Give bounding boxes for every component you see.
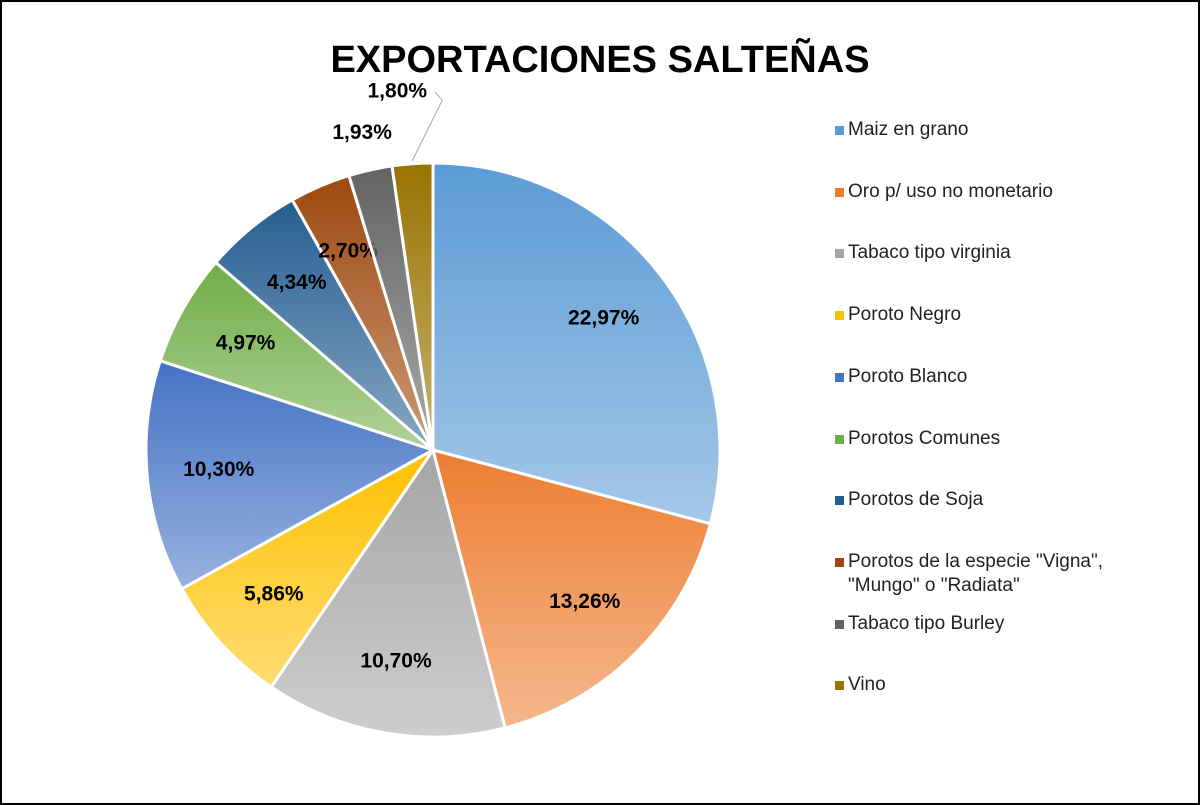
legend-swatch <box>835 434 844 444</box>
data-label: 10,70% <box>360 650 432 673</box>
legend-label: Porotos de la especie "Vigna", "Mungo" o… <box>848 550 1104 596</box>
legend-label: Maiz en grano <box>848 119 969 140</box>
legend-swatch <box>835 619 844 629</box>
legend-label: Tabaco tipo Burley <box>848 612 1005 634</box>
data-label: 5,86% <box>244 582 304 605</box>
legend-swatch <box>835 187 844 197</box>
data-label: 13,26% <box>549 590 621 613</box>
legend-label: Porotos Comunes <box>848 427 1001 449</box>
legend-entry: Oro p/ uso no monetario <box>835 180 1118 204</box>
legend-entry: Porotos de la especie "Vigna", "Mungo" o… <box>835 550 1118 598</box>
legend-entry: Poroto Blanco <box>835 365 1118 389</box>
legend-label: Poroto Blanco <box>848 365 968 387</box>
leader-line <box>411 91 443 162</box>
data-label: 10,30% <box>183 458 255 481</box>
legend-entry: Maiz en grano <box>835 118 1118 142</box>
pie-slice <box>269 446 507 739</box>
pie-slice <box>179 448 435 690</box>
data-label: 4,97% <box>216 332 276 355</box>
data-label: 4,34% <box>267 271 327 294</box>
chart-title: EXPORTACIONES SALTEÑAS <box>330 37 869 81</box>
legend-label: Vino <box>848 674 886 696</box>
pie-slice <box>431 161 722 526</box>
legend-label: Tabaco tipo virginia <box>848 242 1011 264</box>
legend-label: Porotos de Soja <box>848 489 984 511</box>
legend-entry: Porotos de Soja <box>835 488 1118 512</box>
legend-swatch <box>835 249 844 259</box>
legend-swatch <box>835 557 844 567</box>
legend-swatch <box>835 496 844 506</box>
pie-slice <box>144 358 437 591</box>
pie-slice <box>158 260 434 452</box>
legend-label: Oro p/ uso no monetario <box>848 180 1053 202</box>
legend-entry: Poroto Negro <box>835 303 1118 327</box>
legend-entry: Tabaco tipo virginia <box>835 241 1118 265</box>
legend-entry: Vino <box>835 673 1118 697</box>
data-label: 1,80% <box>368 80 428 103</box>
data-label: 22,97% <box>568 306 640 329</box>
legend-swatch <box>835 126 844 135</box>
legend-swatch <box>835 311 844 321</box>
legend-label: Poroto Negro <box>848 304 962 326</box>
pie-slice <box>430 447 713 730</box>
legend-entry: Tabaco tipo Burley <box>835 612 1118 636</box>
data-label: 1,93% <box>332 121 392 144</box>
legend-swatch <box>835 372 844 382</box>
legend-swatch <box>835 681 844 691</box>
legend-entry: Porotos Comunes <box>835 427 1118 451</box>
pie-slice <box>390 161 435 451</box>
data-label: 2,70% <box>318 240 378 263</box>
